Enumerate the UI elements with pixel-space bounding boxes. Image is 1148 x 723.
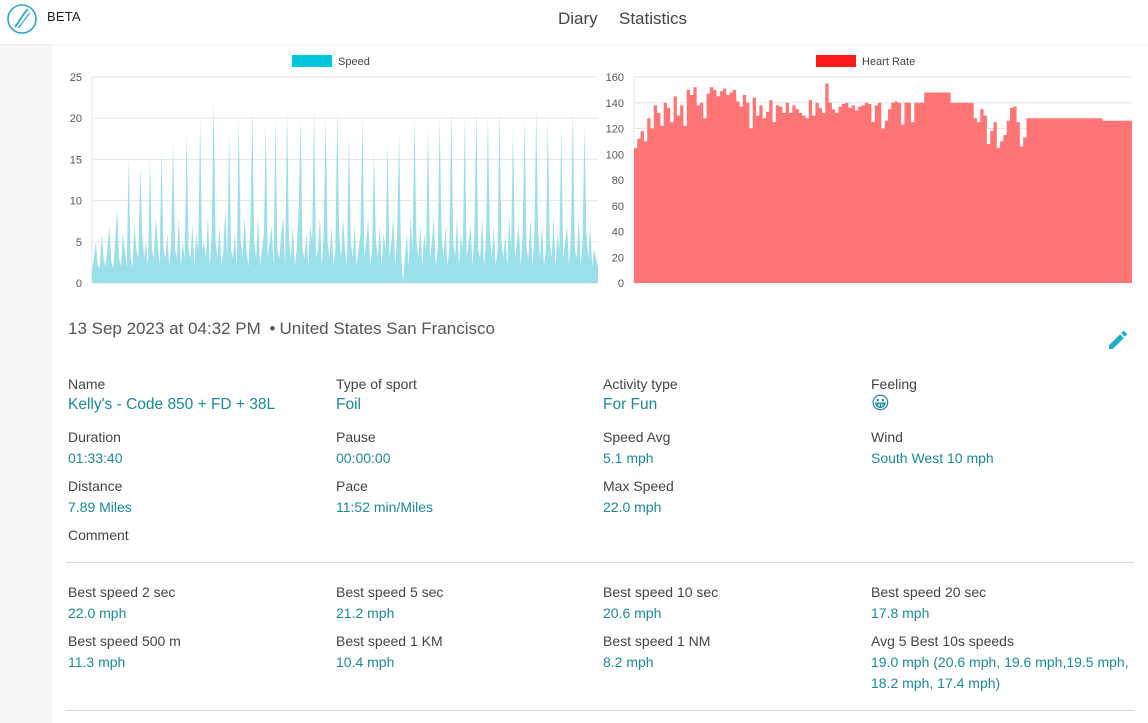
beta-label: BETA <box>47 9 81 24</box>
y-tick-label: 20 <box>612 252 624 264</box>
series-area-speed <box>92 101 598 283</box>
best-speed-value: 20.6 mph <box>603 605 662 621</box>
y-tick-label: 15 <box>70 154 82 166</box>
field-speed-avg: Speed Avg 5.1 mph <box>603 428 670 467</box>
y-tick-label: 60 <box>612 201 624 213</box>
field-activity-type: Activity type For Fun <box>603 375 678 414</box>
best-speed-1nm: Best speed 1 NM 8.2 mph <box>603 632 710 671</box>
wind-value: South West 10 mph <box>871 450 994 466</box>
activity-type-value: For Fun <box>603 396 658 413</box>
field-label: Feeling <box>871 376 917 392</box>
field-label: Best speed 2 sec <box>68 584 176 600</box>
chart-legend[interactable]: Speed <box>292 55 370 68</box>
field-duration: Duration 01:33:40 <box>68 428 123 467</box>
field-wind: Wind South West 10 mph <box>871 428 994 467</box>
field-label: Name <box>68 376 106 392</box>
headline-separator: • <box>269 319 276 338</box>
field-label: Best speed 1 KM <box>336 633 443 649</box>
field-pace: Pace 11:52 min/Miles <box>336 477 433 516</box>
avg-5-best-10s: Avg 5 Best 10s speeds 19.0 mph (20.6 mph… <box>871 632 1131 694</box>
speed-chart: Speed 0 5 10 15 20 25 <box>70 55 598 290</box>
best-speed-20s: Best speed 20 sec 17.8 mph <box>871 583 986 622</box>
activity-location: United States San Francisco <box>279 319 495 338</box>
top-navbar: BETA Diary Statistics <box>0 0 1148 44</box>
best-speed-value: 21.2 mph <box>336 605 395 621</box>
legend-swatch <box>816 55 856 67</box>
pencil-edit-icon[interactable] <box>1106 328 1130 352</box>
field-label: Speed Avg <box>603 429 671 445</box>
best-speed-value: 10.4 mph <box>336 654 395 670</box>
field-label: Type of sport <box>336 376 417 392</box>
best-speed-2s: Best speed 2 sec 22.0 mph <box>68 583 175 622</box>
y-tick-label: 20 <box>70 113 82 125</box>
y-tick-label: 100 <box>606 149 624 161</box>
y-tick-label: 25 <box>70 72 82 84</box>
field-feeling: Feeling 😀 <box>871 375 917 412</box>
best-speed-500m: Best speed 500 m 11.3 mph <box>68 632 181 671</box>
field-sport: Type of sport Foil <box>336 375 417 414</box>
y-tick-label: 160 <box>606 72 624 84</box>
field-comment: Comment <box>68 526 129 547</box>
field-label: Best speed 10 sec <box>603 584 719 600</box>
field-label: Best speed 5 sec <box>336 584 444 600</box>
field-label: Wind <box>871 429 903 445</box>
field-label: Distance <box>68 478 123 494</box>
section-divider-bottom <box>66 710 1134 711</box>
legend-label: Heart Rate <box>862 56 915 68</box>
field-name: Name Kelly's - Code 850 + FD + 38L <box>68 375 275 414</box>
activity-headline: 13 Sep 2023 at 04:32 PM • United States S… <box>68 319 495 339</box>
y-tick-label: 0 <box>76 278 82 290</box>
field-label: Best speed 1 NM <box>603 633 711 649</box>
pause-value: 00:00:00 <box>336 450 391 466</box>
field-pause: Pause 00:00:00 <box>336 428 391 467</box>
best-speed-10s: Best speed 10 sec 20.6 mph <box>603 583 718 622</box>
best-speed-value: 17.8 mph <box>871 605 930 621</box>
left-gutter <box>0 44 52 723</box>
duration-value: 01:33:40 <box>68 450 123 466</box>
y-tick-label: 40 <box>612 227 624 239</box>
field-label: Max Speed <box>603 478 674 494</box>
max-speed-value: 22.0 mph <box>603 499 662 515</box>
field-label: Avg 5 Best 10s speeds <box>871 633 1014 649</box>
y-tick-label: 80 <box>612 175 624 187</box>
best-speed-1km: Best speed 1 KM 10.4 mph <box>336 632 443 671</box>
field-label: Pace <box>336 478 368 494</box>
field-label: Comment <box>68 527 129 543</box>
field-distance: Distance 7.89 Miles <box>68 477 132 516</box>
y-tick-label: 5 <box>76 237 82 249</box>
section-divider <box>66 562 1134 563</box>
y-tick-label: 10 <box>70 196 82 208</box>
app-logo-icon[interactable] <box>6 3 38 35</box>
legend-swatch <box>292 55 332 67</box>
best-speed-value: 8.2 mph <box>603 654 654 670</box>
field-label: Duration <box>68 429 121 445</box>
best-speed-5s: Best speed 5 sec 21.2 mph <box>336 583 443 622</box>
y-tick-label: 0 <box>618 278 624 290</box>
distance-value: 7.89 Miles <box>68 499 132 515</box>
legend-label: Speed <box>338 56 370 68</box>
chart-legend[interactable]: Heart Rate <box>816 55 915 68</box>
field-label: Best speed 20 sec <box>871 584 987 600</box>
nav-statistics-link[interactable]: Statistics <box>619 9 688 28</box>
activity-name-value: Kelly's - Code 850 + FD + 38L <box>68 396 276 413</box>
feeling-emoji-icon: 😀 <box>871 393 890 413</box>
activity-datetime: 13 Sep 2023 at 04:32 PM <box>68 319 261 338</box>
pace-value: 11:52 min/Miles <box>336 499 434 515</box>
sport-type-value: Foil <box>336 396 361 413</box>
speed-avg-value: 5.1 mph <box>603 450 654 466</box>
best-speed-value: 19.0 mph (20.6 mph, 19.6 mph,19.5 mph, 1… <box>871 654 1129 691</box>
y-tick-label: 120 <box>606 124 624 136</box>
heart-rate-chart: Heart Rate 0 20 40 60 80 100 120 140 160 <box>606 55 1132 290</box>
best-speed-value: 22.0 mph <box>68 605 127 621</box>
series-area-heart-rate <box>634 83 1132 283</box>
best-speed-value: 11.3 mph <box>68 654 126 670</box>
y-tick-label: 140 <box>606 98 624 110</box>
field-label: Best speed 500 m <box>68 633 181 649</box>
field-label: Activity type <box>603 376 678 392</box>
nav-diary-link[interactable]: Diary <box>558 9 598 28</box>
field-label: Pause <box>336 429 376 445</box>
field-max-speed: Max Speed 22.0 mph <box>603 477 674 516</box>
